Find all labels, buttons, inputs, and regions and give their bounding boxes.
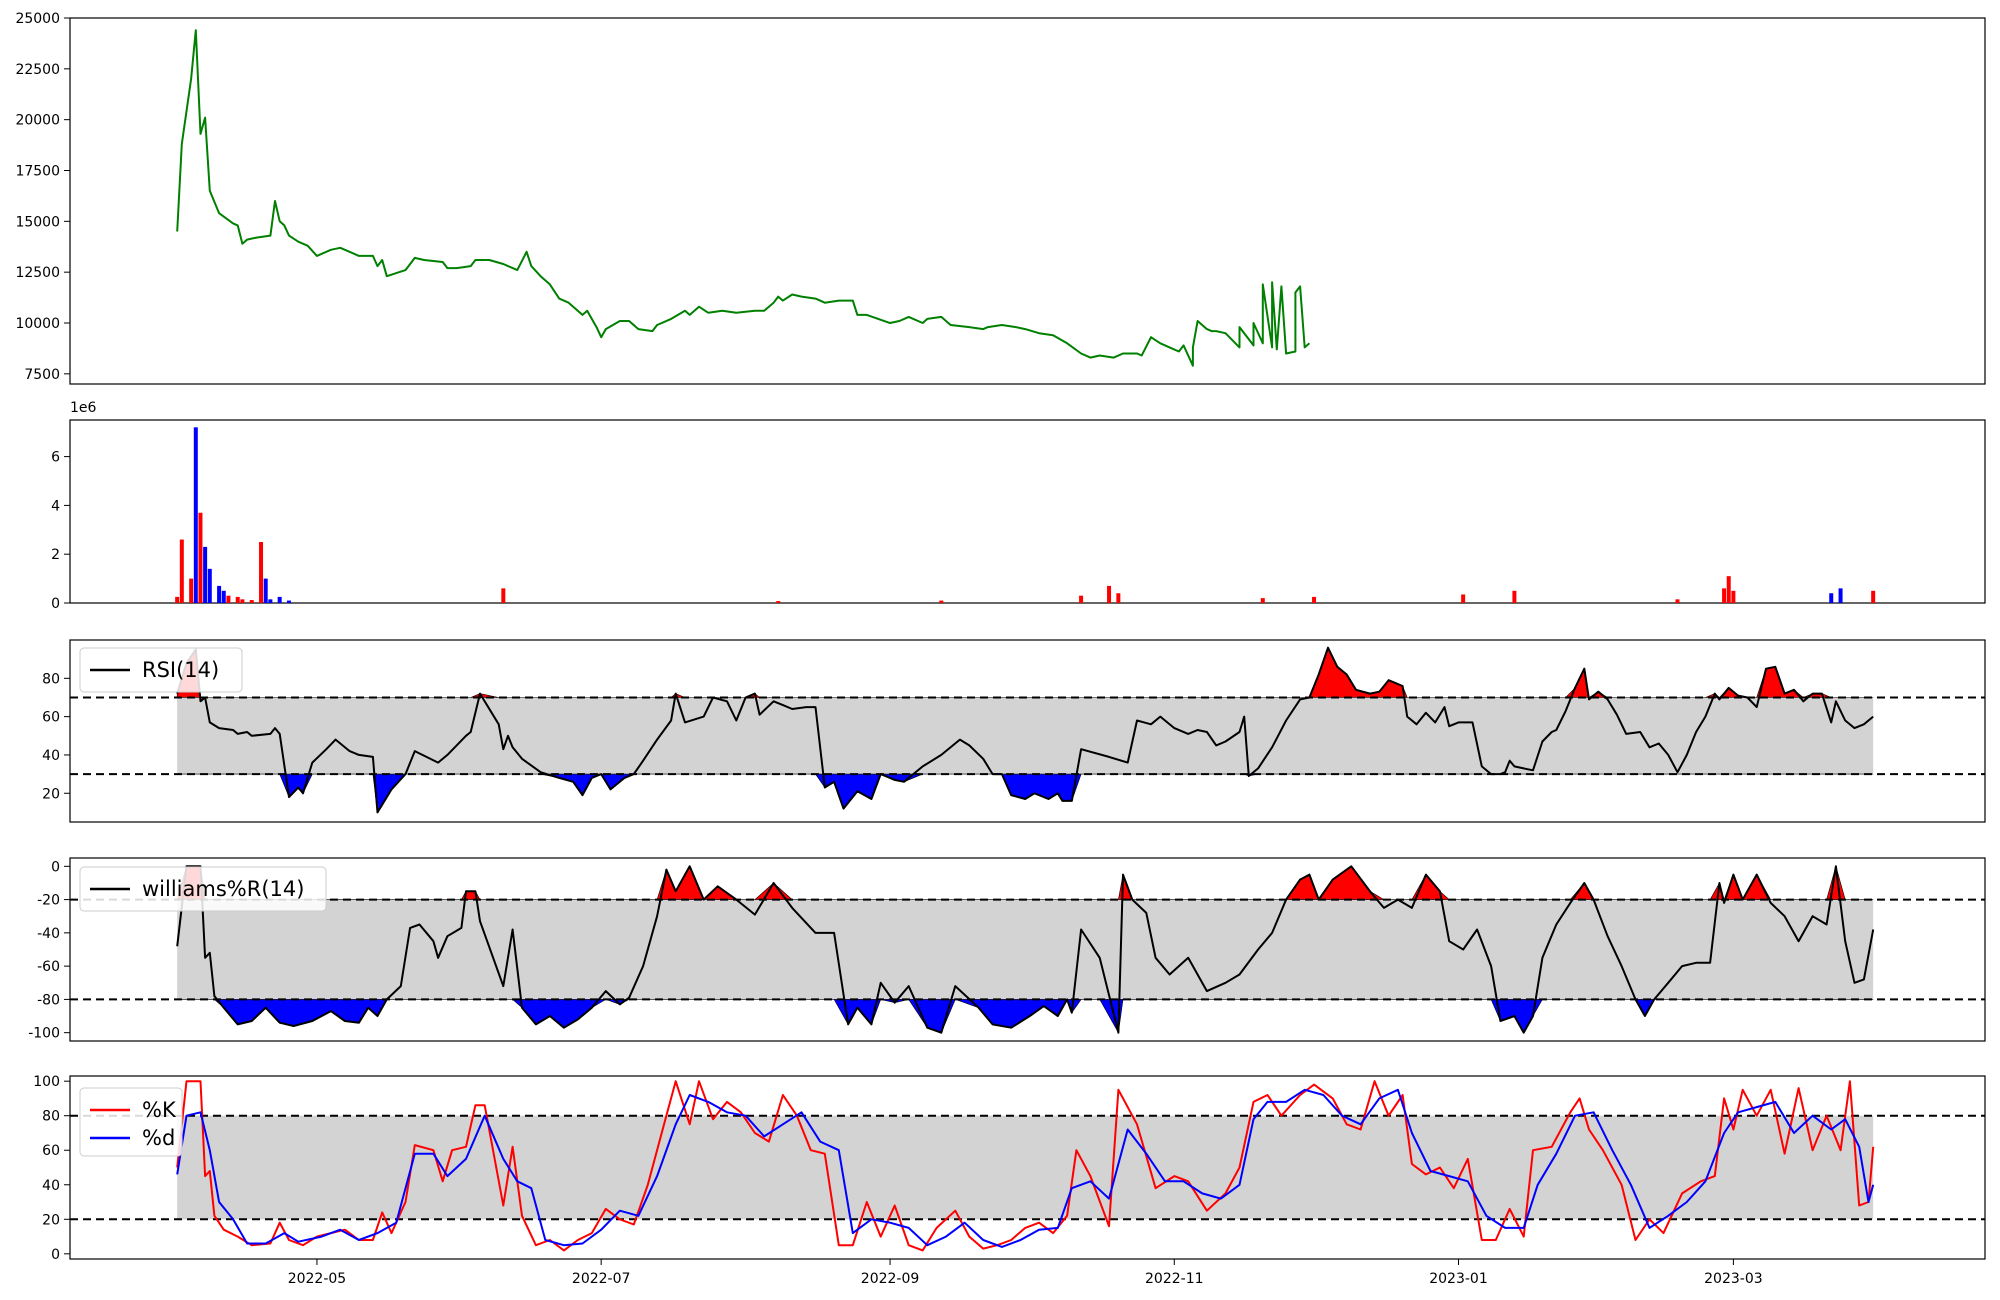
x-axis-tick-label: 2022-11 [1145, 1271, 1204, 1287]
williams-ytick-label: -80 [37, 992, 60, 1008]
volume-bar [776, 601, 781, 603]
x-axis-tick-label: 2022-05 [288, 1271, 347, 1287]
volume-bar [249, 600, 254, 603]
price-ytick-label: 20000 [15, 113, 60, 129]
stochastic-ytick-label: 20 [42, 1212, 60, 1228]
volume-bar [198, 512, 203, 603]
volume-bar [203, 546, 208, 603]
volume-bar [193, 427, 198, 603]
volume-bar [259, 542, 264, 603]
price-series-line [176, 29, 1311, 367]
williams-neutral-band [177, 899, 1874, 1000]
volume-bar [286, 600, 291, 603]
price-ytick-label: 15000 [15, 214, 60, 230]
volume-bar [226, 595, 231, 603]
volume-bar [1107, 585, 1112, 603]
stochastic-d-line [176, 1088, 1875, 1248]
volume-ytick-label: 6 [51, 450, 60, 466]
rsi-ytick-label: 60 [42, 710, 60, 726]
volume-scale-label: 1e6 [70, 400, 97, 416]
x-axis-tick-label: 2022-09 [861, 1271, 920, 1287]
rsi-legend [79, 647, 243, 693]
williams-ytick-label: -60 [37, 959, 60, 975]
rsi-neutral-band [177, 697, 1874, 775]
rsi-legend-label: RSI(14) [142, 658, 219, 682]
volume-bar [1829, 593, 1834, 603]
volume-bar [939, 600, 944, 603]
volume-bar [179, 539, 184, 603]
stochastic-ytick-label: 0 [51, 1247, 60, 1263]
volume-bar [217, 585, 222, 603]
volume-bar [1838, 588, 1843, 603]
volume-bar [240, 599, 245, 603]
williams-overbought-fill [176, 865, 1874, 901]
stochastic-ytick-label: 80 [42, 1109, 60, 1125]
volume-frame [69, 419, 1986, 604]
volume-bar [268, 599, 273, 603]
williams-ytick-label: -20 [37, 893, 60, 909]
volume-bar [1726, 576, 1731, 603]
stochastic-frame [69, 1075, 1986, 1260]
volume-bar [221, 590, 226, 603]
volume-ytick-label: 0 [51, 596, 60, 612]
volume-bar [1675, 599, 1680, 603]
price-ytick-label: 17500 [15, 164, 60, 180]
stochastic-k-line [176, 1080, 1875, 1252]
volume-bar [207, 568, 212, 603]
x-axis-tick-label: 2023-03 [1704, 1271, 1763, 1287]
rsi-ytick-label: 80 [42, 671, 60, 687]
volume-bar [235, 596, 240, 603]
volume-bar [263, 578, 268, 603]
price-ytick-label: 7500 [24, 367, 60, 383]
williams-ytick-label: -100 [28, 1026, 60, 1042]
rsi-ytick-label: 40 [42, 748, 60, 764]
rsi-oversold-fill [177, 773, 1874, 814]
price-ytick-label: 25000 [15, 11, 60, 27]
williams-series-line [176, 865, 1875, 1034]
volume-bar [189, 578, 194, 603]
volume-bar [1722, 588, 1727, 603]
volume-bar [1512, 590, 1517, 603]
stochastic-neutral-band [177, 1115, 1874, 1220]
price-frame [69, 17, 1986, 385]
volume-bar [1871, 590, 1876, 603]
volume-bar [1079, 595, 1084, 603]
volume-bar [277, 596, 282, 603]
volume-bar [1461, 594, 1466, 603]
williams-ytick-label: 0 [51, 859, 60, 875]
stochastic-ytick-label: 60 [42, 1143, 60, 1159]
volume-ytick-label: 4 [51, 498, 60, 514]
volume-bar [1116, 593, 1121, 603]
price-ytick-label: 22500 [15, 62, 60, 78]
rsi-frame [69, 639, 1986, 823]
volume-ytick-label: 2 [51, 547, 60, 563]
x-axis-tick-label: 2022-07 [572, 1271, 631, 1287]
rsi-series-line [176, 646, 1874, 814]
stochastic-legend-label: %K [142, 1098, 177, 1122]
stochastic-ytick-label: 40 [42, 1178, 60, 1194]
volume-bar [1260, 598, 1265, 603]
volume-bar [1731, 590, 1736, 603]
rsi-ytick-label: 20 [42, 786, 60, 802]
williams-oversold-fill [177, 998, 1874, 1034]
stochastic-ytick-label: 100 [33, 1074, 60, 1090]
volume-bar [501, 588, 506, 603]
x-axis-tick-label: 2023-01 [1429, 1271, 1488, 1287]
williams-frame [69, 857, 1986, 1042]
williams-legend-label: williams%R(14) [142, 877, 304, 901]
rsi-overbought-fill [176, 646, 1874, 698]
price-ytick-label: 10000 [15, 316, 60, 332]
volume-bar [1312, 596, 1317, 603]
williams-ytick-label: -40 [37, 926, 60, 942]
price-ytick-label: 12500 [15, 265, 60, 281]
volume-bar [175, 596, 180, 603]
stochastic-legend-label: %d [142, 1126, 175, 1150]
williams-legend [79, 866, 327, 912]
